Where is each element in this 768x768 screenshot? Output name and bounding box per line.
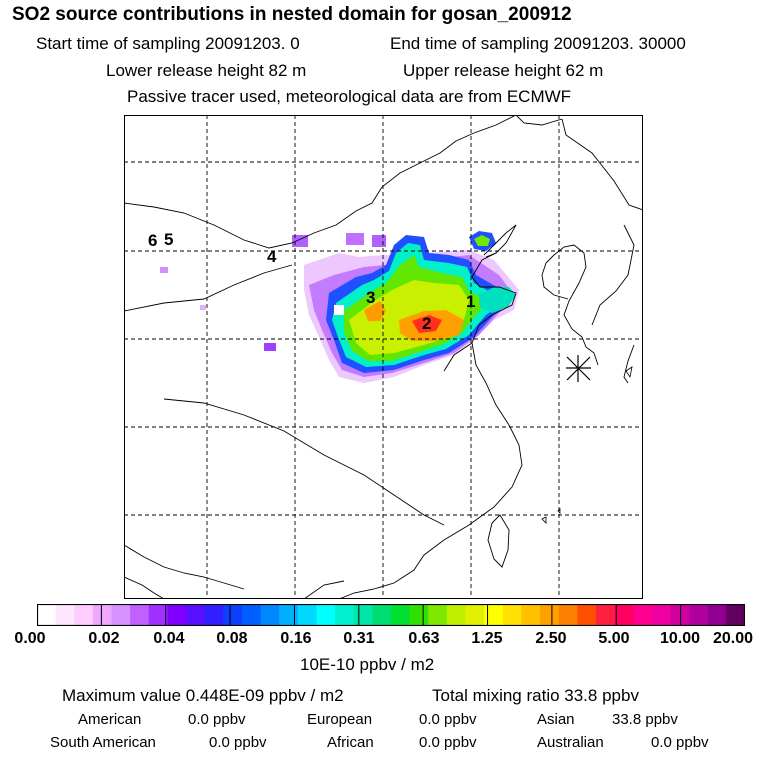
legend-swatch [540,604,560,626]
source-label-6: 6 [148,231,157,250]
region-value-south-american: 0.0 ppbv [209,734,267,751]
source-label-3: 3 [366,288,375,307]
region-value-european: 0.0 ppbv [419,711,477,728]
legend-swatch [614,604,634,626]
region-value-australian: 0.0 ppbv [651,734,709,751]
region-name-australian: Australian [537,734,604,751]
legend-swatch [372,604,392,626]
legend-swatch [279,604,299,626]
upper-release-label: Upper release height 62 m [403,61,604,80]
legend-tick: 0.63 [408,630,440,647]
legend-swatch [577,604,597,626]
source-label-5: 5 [164,230,173,249]
legend-swatch [521,604,541,626]
legend-swatch [726,604,745,626]
legend-swatch [689,604,709,626]
legend-swatch [37,604,57,626]
legend-swatch [186,604,206,626]
legend-swatch [55,604,75,626]
legend-swatch [74,604,94,626]
legend-swatch [670,604,690,626]
legend-swatch [167,604,187,626]
source-label-2: 2 [422,314,431,333]
start-time-label: Start time of sampling 20091203. 0 [36,34,300,53]
legend-swatch [558,604,578,626]
region-value-american: 0.0 ppbv [188,711,246,728]
legend-swatch [428,604,448,626]
chart-title: SO2 source contributions in nested domai… [12,4,572,25]
legend-tick: 2.50 [535,630,567,647]
legend-swatch [651,604,671,626]
region-name-american: American [78,711,142,728]
legend-tick: 5.00 [598,630,630,647]
source-label-1: 1 [466,292,475,311]
legend-tick: 0.08 [216,630,248,647]
region-name-south-american: South American [50,734,156,751]
coastlines [124,115,643,599]
plume-field [160,231,519,383]
legend-swatch [391,604,411,626]
legend-swatch [409,604,429,626]
receptor-star-icon [566,355,591,382]
legend-swatch [502,604,522,626]
legend-swatch [260,604,280,626]
legend-swatch [595,604,616,626]
legend-swatch [241,604,262,626]
legend-swatch [465,604,485,626]
legend-tick: 0.00 [14,630,46,647]
islands [541,366,633,524]
map-frame [124,115,643,599]
legend-unit: 10E-10 ppbv / m2 [300,655,435,674]
legend-swatch [633,604,653,626]
legend-tick: 0.31 [343,630,375,647]
color-legend [37,604,745,626]
legend-swatch [223,604,243,626]
tracer-note: Passive tracer used, meteorological data… [127,87,572,106]
legend-swatch [707,604,727,626]
legend-swatch [446,604,467,626]
legend-swatch [335,604,355,626]
source-label-4: 4 [267,247,277,266]
region-name-asian: Asian [537,711,575,728]
legend-tick: 20.00 [712,630,754,647]
lat-lon-grid [124,115,643,599]
region-value-asian: 33.8 ppbv [612,711,678,728]
legend-tick: 0.04 [153,630,185,647]
end-time-label: End time of sampling 20091203. 30000 [390,34,686,53]
region-value-african: 0.0 ppbv [419,734,477,751]
legend-swatch [297,604,317,626]
legend-tick: 1.25 [471,630,503,647]
legend-swatch [316,604,336,626]
region-name-african: African [327,734,374,751]
lower-release-label: Lower release height 82 m [106,61,307,80]
total-mixing-ratio-label: Total mixing ratio 33.8 ppbv [432,686,639,705]
legend-frame [37,604,745,626]
legend-swatch [92,604,113,626]
legend-swatch [353,604,373,626]
legend-tick: 0.02 [88,630,120,647]
legend-tick: 0.16 [280,630,312,647]
legend-swatch [484,604,504,626]
legend-tick: 10.00 [659,630,701,647]
legend-swatch [204,604,224,626]
max-value-label: Maximum value 0.448E-09 ppbv / m2 [62,686,344,705]
region-name-european: European [307,711,373,728]
legend-swatch [148,604,168,626]
legend-swatch [130,604,150,626]
source-map: 6 5 4 3 2 1 [124,115,643,599]
legend-swatch [111,604,131,626]
